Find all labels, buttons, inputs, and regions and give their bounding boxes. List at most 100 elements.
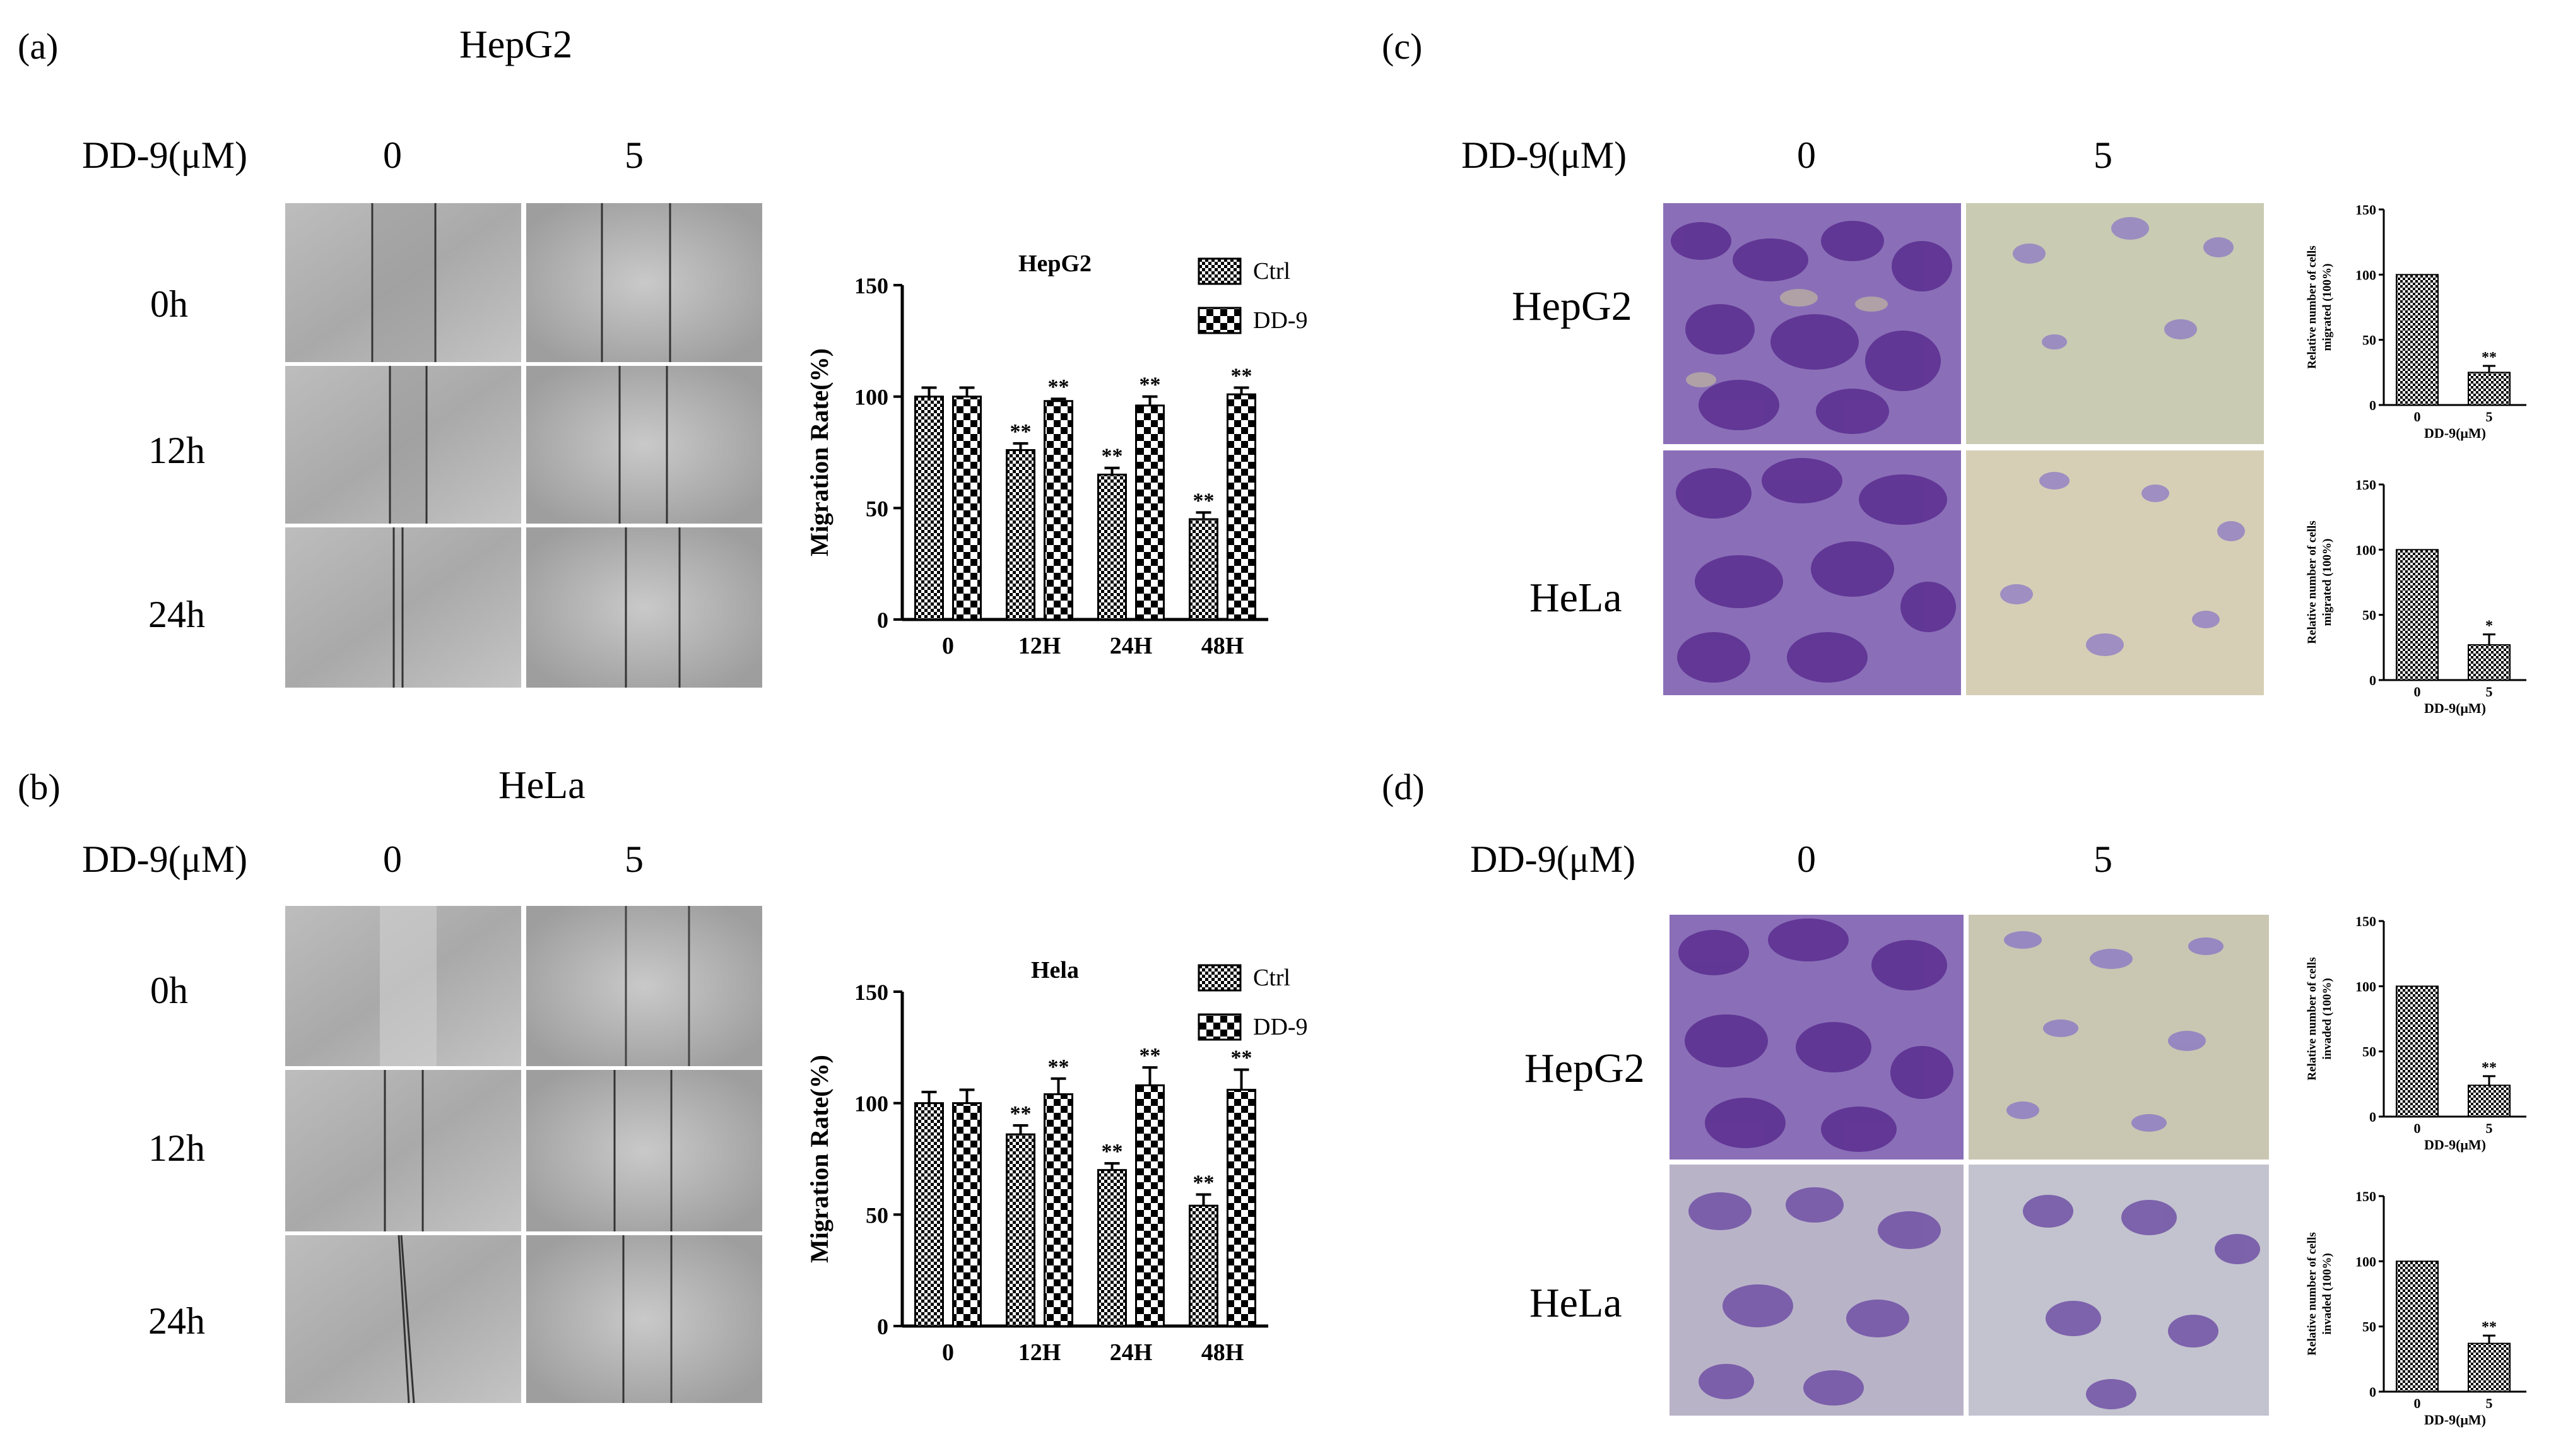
micrograph-b-12h-dd9 [526,1070,762,1231]
y-tick-label: 150 [854,980,888,1005]
significance-label: ** [1231,365,1252,388]
y-axis-label: Relative number of cells [2306,957,2319,1080]
x-tick-label: 0 [2414,1120,2421,1136]
bar [2396,549,2439,681]
y-tick-label: 100 [2355,1253,2376,1269]
x-tick-label: 5 [2486,684,2493,700]
y-axis-label: migrated (100%) [2321,539,2334,626]
x-tick-label: 5 [2486,1120,2493,1136]
legend-swatch [1198,257,1242,285]
chart-c-hela-migrated: Relative number of cells migrated (100%) 0… [2306,477,2526,716]
bar [1097,473,1127,621]
y-tick-label: 150 [2355,477,2376,493]
x-tick-label: 0 [942,633,954,659]
panel-d-label: (d) [1382,766,1425,807]
bar [914,396,944,621]
x-axis-label: DD-9(μM) [2424,1412,2486,1428]
bar [952,396,982,621]
panel-b-row-24h: 24h [148,1300,205,1342]
panel-d-col-0: 0 [1797,838,1816,880]
micrograph-b-12h-ctrl [285,1070,521,1231]
y-axis-label: Relative number of cells [2306,520,2319,643]
micrograph-c-hela-dd9 [1966,450,2264,695]
y-tick-label: 0 [2369,672,2376,688]
y-axis-label: Migration Rate(%) [805,348,833,556]
y-tick-label: 0 [877,1314,888,1339]
y-axis-label: Relative number of cells [2306,245,2319,368]
y-tick-label: 0 [2369,397,2376,413]
chart-d-hepg2-invaded: Relative number of cells invaded (100%) 0 5… [2306,913,2526,1153]
bar [2396,274,2439,406]
x-axis-label: DD-9(μM) [2424,700,2486,716]
bar [2396,985,2439,1118]
x-tick-label: 5 [2486,409,2493,425]
panel-b-row-12h: 12h [148,1127,205,1169]
panel-b-col-0: 0 [383,838,402,880]
y-tick-label: 0 [2369,1384,2376,1400]
panel-c-transwell-images [1663,203,2264,695]
migration-chart-hela: Hela Migration Rate(%) 0 50 100 150 0 12H ** ** 24… [805,957,1308,1366]
significance-label: ** [1048,1055,1069,1079]
y-tick-label: 150 [2355,1189,2376,1204]
x-tick-label: 0 [2414,1395,2421,1411]
micrograph-c-hepg2-ctrl [1663,203,1961,444]
micrograph-a-12h-dd9 [526,366,762,524]
significance-label: ** [1102,1140,1123,1163]
micrograph-d-hela-ctrl [1670,1165,1964,1416]
y-axis-label: invaded (100%) [2321,978,2334,1059]
micrograph-b-0h-ctrl [285,906,521,1066]
y-tick-label: 100 [2355,267,2376,283]
y-tick-label: 150 [2355,202,2376,218]
micrograph-a-24h-dd9 [526,527,762,688]
panel-a-label: (a) [18,26,59,67]
bar [1227,393,1256,621]
y-tick-label: 0 [2369,1109,2376,1125]
panel-a-dd9-label: DD-9(μM) [82,134,248,176]
x-tick-label: 0 [2414,409,2421,425]
y-tick-label: 100 [2355,542,2376,558]
legend-label: DD-9 [1253,307,1308,334]
bar [1006,449,1035,621]
panel-b-row-0h: 0h [150,970,188,1011]
bar [2468,1342,2511,1393]
significance-label: ** [1193,1171,1215,1195]
x-axis-label: DD-9(μM) [2424,1137,2486,1153]
significance-label: ** [1048,375,1069,399]
bar [2468,644,2511,681]
x-tick-label: 0 [942,1339,954,1366]
bar [1135,404,1165,621]
y-tick-label: 100 [854,1091,888,1117]
significance-label: ** [2482,1319,2497,1336]
legend-label: DD-9 [1253,1014,1308,1040]
legend-swatch [1198,964,1242,992]
y-tick-label: 100 [2355,978,2376,994]
micrograph-b-24h-ctrl [285,1235,521,1404]
panel-a-cell-title: HepG2 [459,23,573,66]
panel-a-row-12h: 12h [148,430,205,471]
panel-a-col-0: 0 [383,134,402,176]
x-tick-label: 5 [2486,1395,2493,1411]
panel-c-row-hepg2: HepG2 [1512,283,1632,329]
y-tick-label: 150 [2355,913,2376,929]
y-tick-label: 50 [2362,332,2376,348]
y-tick-label: 50 [2362,1044,2376,1060]
bar [1189,1204,1218,1327]
panel-c-row-hela: HeLa [1529,575,1622,621]
bar [1097,1169,1127,1327]
x-tick-label: 12H [1018,1339,1061,1366]
legend-swatch [1198,307,1242,334]
micrograph-a-12h-ctrl [285,366,521,524]
y-tick-label: 0 [877,608,888,633]
panel-b-dd9-label: DD-9(μM) [82,838,248,880]
significance-label: ** [1231,1047,1252,1070]
chart-title: Hela [1031,957,1079,983]
x-tick-label: 48H [1201,633,1244,659]
bar [1044,400,1073,621]
y-tick-label: 50 [866,1202,888,1228]
micrograph-d-hela-dd9 [1969,1165,2269,1416]
bar [952,1102,982,1327]
significance-label: * [2485,618,2493,635]
bar [1227,1088,1256,1327]
panel-d-dd9-label: DD-9(μM) [1470,838,1636,880]
significance-label: ** [1102,445,1123,468]
